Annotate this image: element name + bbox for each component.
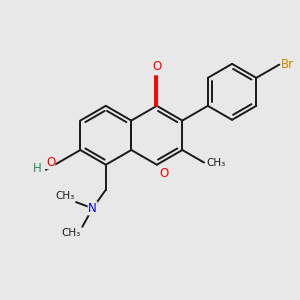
Text: CH₃: CH₃ xyxy=(61,228,81,238)
Text: N: N xyxy=(88,202,97,215)
Text: Br: Br xyxy=(281,58,294,71)
Text: O: O xyxy=(46,156,55,169)
Text: CH₃: CH₃ xyxy=(56,190,75,201)
Text: O: O xyxy=(152,60,161,74)
Text: H: H xyxy=(33,162,41,175)
Text: O: O xyxy=(160,167,169,180)
Text: CH₃: CH₃ xyxy=(206,158,226,167)
